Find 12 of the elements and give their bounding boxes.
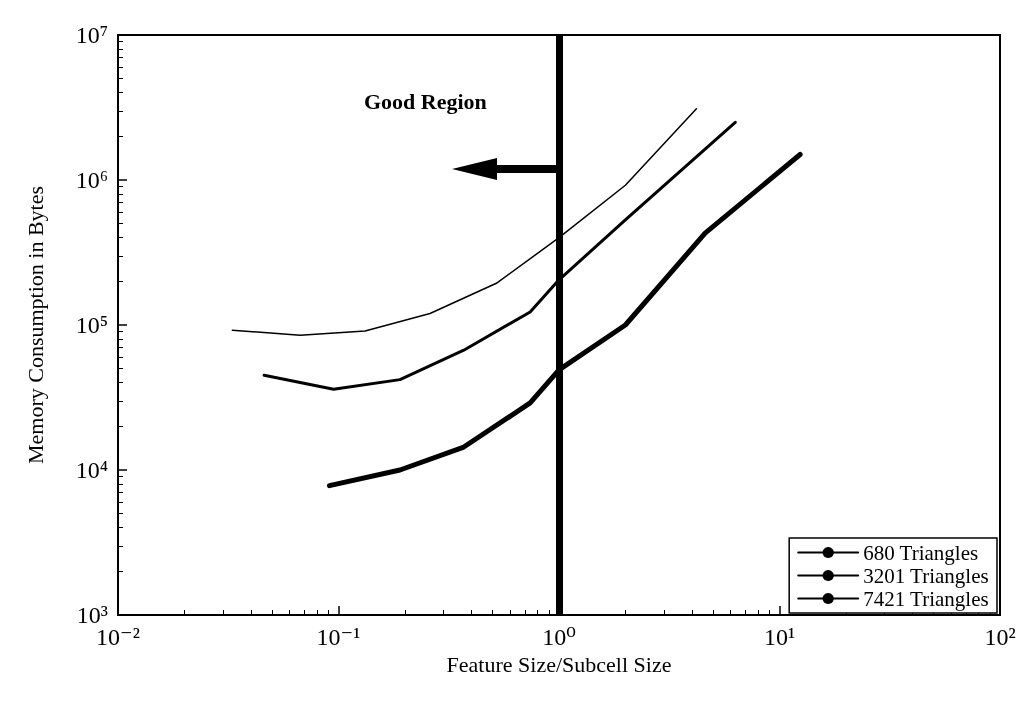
annotation: Good Region [364, 88, 487, 114]
y-tick-label: 10⁵ [75, 312, 108, 338]
y-tick-label: 10⁴ [75, 457, 108, 483]
x-tick-label: 10⁻¹ [316, 624, 361, 650]
y-tick-label: 10⁷ [75, 22, 108, 48]
y-axis-title: Memory Consumption in Bytes [22, 185, 48, 465]
x-tick-label: 10² [984, 624, 1016, 650]
x-axis-title: Feature Size/Subcell Size [446, 652, 672, 678]
y-tick-label: 10⁶ [75, 167, 108, 193]
legend-label: 680 Triangles [863, 540, 979, 565]
x-tick-label: 10⁰ [542, 624, 576, 650]
x-tick-label: 10¹ [763, 624, 796, 650]
